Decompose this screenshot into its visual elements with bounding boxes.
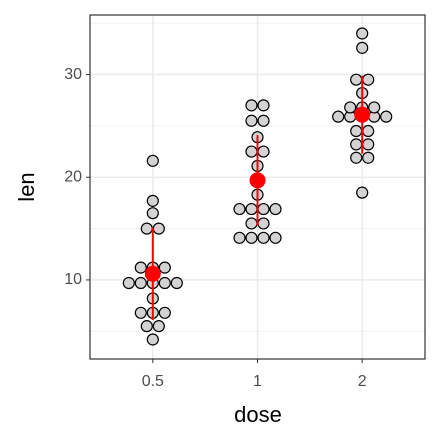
dot [356,27,369,40]
dot [245,231,258,244]
dot [158,306,171,319]
x-tick-label: 0.5 [142,373,164,390]
dot [257,99,270,112]
dot [362,151,375,164]
dot [269,202,282,216]
dot [350,73,363,86]
x-axis-title: dose [234,402,282,427]
y-tick-label: 30 [64,66,82,83]
dot [152,222,165,235]
y-tick-label: 20 [64,168,82,185]
dot [257,217,270,230]
x-tick-label: 2 [358,373,367,390]
mean-point [354,106,371,123]
dot [356,41,369,54]
dot [140,222,153,235]
dot [146,194,159,207]
dot [146,333,159,346]
dot [350,151,363,164]
panel-border [89,14,426,360]
dot [134,261,147,274]
dot [362,73,375,86]
dot [146,207,159,220]
dot [140,320,153,333]
dot [368,101,381,114]
dot [245,217,258,230]
dot [158,276,171,290]
dot [362,124,375,138]
dot [332,110,345,123]
dot [245,99,258,112]
dot [350,124,363,138]
dot [233,231,246,244]
dot [122,276,135,290]
dot [134,306,147,319]
dot [356,186,369,199]
dot [269,231,282,244]
dot [233,202,246,216]
dot [350,138,363,151]
dot [257,114,270,127]
mean-point [144,265,161,282]
dot [158,261,171,274]
x-tick-label: 1 [253,373,262,390]
dot [257,145,270,158]
dot [245,202,258,216]
dot [362,138,375,151]
dot [257,231,270,244]
dot [245,114,258,127]
dot [245,145,258,158]
dot [152,320,165,333]
dot [134,276,147,290]
dot [380,110,393,123]
y-tick-label: 10 [64,271,82,288]
y-axis-title: len [14,172,39,201]
dot [344,101,357,114]
mean-point [249,172,266,189]
dot [257,202,270,216]
dot [146,154,159,167]
dot [170,276,183,290]
